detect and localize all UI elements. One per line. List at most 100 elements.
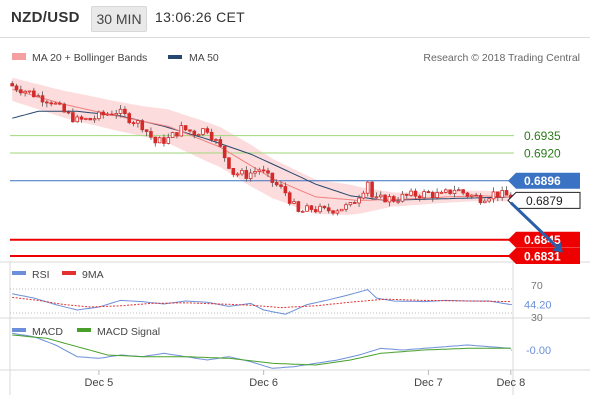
- timeframe-selector[interactable]: 30 MIN: [91, 6, 147, 32]
- candle: [257, 169, 262, 172]
- candle: [361, 192, 366, 199]
- candle: [300, 210, 305, 213]
- ma20-legend-label: MA 20 + Bollinger Bands: [32, 52, 147, 64]
- level-label-0.6935: 0.6935: [524, 129, 561, 143]
- candle: [448, 189, 452, 194]
- rsi-series-rsi: [12, 289, 511, 315]
- macd-series-signal: [12, 334, 511, 366]
- candle: [422, 191, 426, 199]
- rsi-legend-label: RSI: [32, 269, 50, 281]
- macd-legend-swatch: [12, 328, 26, 332]
- bollinger-band: [12, 77, 511, 215]
- ma20-line: [12, 88, 511, 201]
- candle: [270, 172, 275, 183]
- candle: [45, 101, 49, 104]
- candle: [235, 173, 240, 176]
- candle: [157, 137, 162, 144]
- candle: [374, 196, 379, 199]
- candle: [496, 191, 500, 198]
- candle: [66, 111, 71, 114]
- level-label-bg-0.6896: [508, 172, 580, 189]
- candle: [131, 122, 136, 125]
- candle: [435, 192, 439, 198]
- candle: [118, 108, 123, 114]
- chart-header: NZD/USD 30 MIN 13:06:26 CET: [0, 0, 590, 37]
- candle: [335, 210, 340, 214]
- candle: [283, 186, 288, 194]
- candle: [10, 83, 14, 87]
- candle: [279, 184, 283, 187]
- timestamp: 13:06:26 CET: [155, 9, 245, 25]
- candle: [305, 205, 309, 212]
- macd-signal-legend-swatch: [77, 328, 91, 332]
- candle: [227, 157, 231, 169]
- rsi-level-label-70: 70: [531, 280, 543, 292]
- candle: [166, 137, 171, 144]
- candle: [274, 182, 279, 186]
- rsi-current-value: 44.20: [524, 299, 552, 311]
- candle: [261, 169, 266, 172]
- x-tick-label: Dec 8: [496, 377, 525, 389]
- candle: [409, 190, 413, 196]
- candle: [470, 194, 474, 197]
- candle: [500, 190, 504, 198]
- candle: [387, 196, 392, 203]
- level-label-bg-0.6845: [508, 231, 580, 248]
- candle: [114, 113, 119, 116]
- ma50-line: [12, 110, 511, 201]
- candle: [309, 205, 314, 210]
- candle: [27, 90, 32, 93]
- candle: [88, 117, 93, 121]
- candle: [162, 137, 166, 144]
- candle: [149, 131, 153, 138]
- candle: [209, 131, 214, 141]
- timeframe-label: 30 MIN: [96, 11, 142, 27]
- candle: [192, 130, 197, 136]
- candle: [396, 200, 400, 203]
- rsi-level-label-30: 30: [531, 312, 543, 324]
- candle: [136, 120, 140, 124]
- candle: [326, 207, 331, 212]
- candle: [452, 189, 457, 194]
- research-credit: Research © 2018 Trading Central: [423, 52, 580, 64]
- macd-series-macd: [12, 332, 511, 369]
- candle: [179, 125, 184, 137]
- candle: [127, 113, 132, 124]
- candle: [153, 136, 158, 144]
- candle: [170, 132, 175, 138]
- candle: [222, 145, 227, 159]
- rsi-series-9ma: [12, 296, 511, 309]
- candle: [365, 181, 370, 194]
- macd-current-bg: [519, 342, 580, 358]
- current-price-label: 0.6879: [526, 194, 563, 208]
- candle: [313, 209, 318, 213]
- candle: [391, 196, 396, 202]
- candle: [105, 113, 110, 116]
- candle: [49, 102, 53, 105]
- candle: [205, 128, 210, 133]
- forecast-arrow-head: [552, 241, 563, 253]
- rsi9ma-legend-swatch: [62, 271, 76, 275]
- candle: [101, 111, 106, 116]
- header-divider: [0, 37, 590, 38]
- candle: [331, 210, 335, 214]
- candle: [443, 189, 448, 193]
- candles: [10, 80, 513, 216]
- candle: [439, 192, 444, 194]
- candle: [248, 172, 253, 179]
- candle: [53, 102, 58, 105]
- candle: [14, 85, 19, 91]
- candle: [32, 90, 36, 98]
- candle: [504, 190, 509, 196]
- candle: [491, 191, 496, 200]
- candle: [196, 133, 201, 136]
- candle: [352, 202, 357, 204]
- candle: [296, 201, 301, 212]
- candle: [266, 170, 270, 174]
- candle: [110, 113, 114, 116]
- level-label-bg-0.6920: [514, 145, 580, 161]
- rsi-legend-swatch: [12, 271, 26, 275]
- candle: [383, 194, 387, 203]
- candle: [461, 189, 465, 194]
